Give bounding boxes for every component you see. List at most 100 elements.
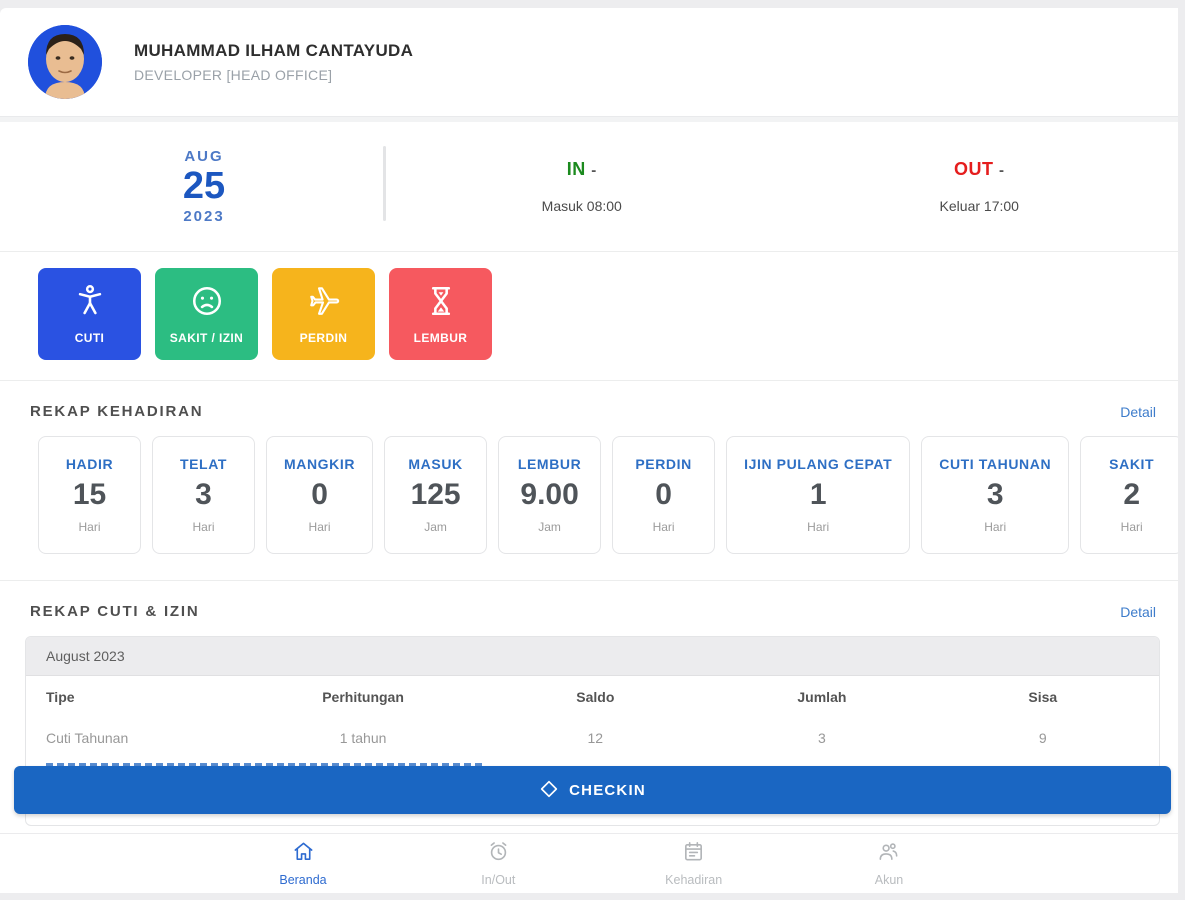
date-day: 25 — [182, 164, 226, 207]
nav-label-akun: Akun — [874, 873, 904, 887]
stat-label: LEMBUR — [517, 456, 582, 472]
stat-card-mangkir: MANGKIR 0 Hari — [266, 436, 374, 554]
stat-value: 125 — [410, 478, 461, 511]
checkin-button[interactable]: CHECKIN — [14, 766, 1171, 814]
header-divider — [0, 116, 1178, 122]
clipped-table-row — [46, 760, 486, 769]
stat-value: 1 — [809, 478, 827, 511]
table-header-row: Tipe Perhitungan Saldo Jumlah Sisa — [26, 676, 1159, 718]
in-label: IN — [566, 159, 586, 179]
scan-diamond-icon — [539, 779, 559, 802]
nav-item-akun[interactable]: Akun — [844, 840, 934, 887]
app-window: MUHAMMAD ILHAM CANTAYUDA DEVELOPER [HEAD… — [0, 8, 1178, 893]
stat-label: MANGKIR — [284, 456, 356, 472]
stat-value: 0 — [655, 478, 672, 511]
stat-card-perdin: PERDIN 0 Hari — [612, 436, 716, 554]
stat-label: TELAT — [179, 456, 228, 472]
stat-label: MASUK — [408, 456, 463, 472]
stat-card-telat: TELAT 3 Hari — [152, 436, 255, 554]
nav-item-beranda[interactable]: Beranda — [258, 840, 348, 887]
stat-unit: Hari — [78, 520, 101, 534]
date-month: AUG — [184, 147, 224, 165]
stat-value: 3 — [195, 478, 212, 511]
cell-tipe: Cuti Tahunan — [46, 730, 129, 746]
cuti-button[interactable]: CUTI — [38, 268, 141, 360]
stat-card-sakit: SAKIT 2 Hari — [1080, 436, 1178, 554]
out-label: OUT — [953, 159, 994, 179]
cell-sisa: 9 — [1038, 730, 1047, 746]
stat-value: 0 — [311, 478, 328, 511]
rekap-cuti-title: REKAP CUTI & IZIN — [30, 603, 200, 620]
stat-card-ijin-pulang-cepat: IJIN PULANG CEPAT 1 Hari — [726, 436, 911, 554]
sakit-izin-button[interactable]: SAKIT / IZIN — [155, 268, 258, 360]
avatar-photo — [28, 25, 102, 99]
date-attendance-row: AUG 25 2023 IN - Masuk 08:00 OUT - Kelua… — [0, 122, 1178, 252]
col-header-sisa: Sisa — [1028, 689, 1058, 705]
stat-value: 9.00 — [520, 478, 579, 511]
airplane-icon — [307, 284, 341, 331]
stat-label: HADIR — [65, 456, 114, 472]
nav-label-beranda: Beranda — [279, 873, 327, 887]
stat-unit: Hari — [652, 520, 675, 534]
calendar-icon — [682, 840, 705, 868]
stat-unit: Hari — [1120, 520, 1143, 534]
rekap-kehadiran-title: REKAP KEHADIRAN — [30, 403, 204, 420]
cell-perhitungan: 1 tahun — [339, 730, 387, 746]
bottom-navigation: Beranda In/Out Kehadiran — [0, 833, 1178, 893]
table-period-header: August 2023 — [26, 637, 1159, 676]
quick-actions: CUTI SAKIT / IZIN PERDIN — [0, 252, 1178, 381]
perdin-button[interactable]: PERDIN — [272, 268, 375, 360]
rekap-cuti-detail-link[interactable]: Detail — [1120, 603, 1156, 620]
out-value-dash: - — [999, 162, 1005, 179]
lembur-button-label: LEMBUR — [413, 330, 468, 345]
sakit-izin-button-label: SAKIT / IZIN — [169, 330, 244, 345]
stat-unit: Hari — [308, 520, 331, 534]
user-name: MUHAMMAD ILHAM CANTAYUDA — [134, 41, 414, 60]
home-icon — [292, 840, 315, 868]
stat-card-lembur: LEMBUR 9.00 Jam — [498, 436, 602, 554]
cell-saldo: 12 — [587, 730, 604, 746]
vertical-divider — [383, 146, 386, 221]
date-block: AUG 25 2023 — [0, 148, 383, 226]
stat-card-hadir: HADIR 15 Hari — [38, 436, 141, 554]
perdin-button-label: PERDIN — [299, 330, 348, 345]
nav-item-kehadiran[interactable]: Kehadiran — [649, 840, 739, 887]
cell-jumlah: 3 — [818, 730, 826, 746]
in-schedule: Masuk 08:00 — [541, 198, 622, 214]
stat-unit: Hari — [192, 520, 215, 534]
nav-item-inout[interactable]: In/Out — [453, 840, 543, 887]
date-year: 2023 — [183, 208, 225, 226]
stat-value: 3 — [986, 478, 1004, 511]
nav-label-inout: In/Out — [481, 873, 516, 887]
hourglass-icon — [424, 284, 458, 331]
check-out-status: OUT - Keluar 17:00 — [781, 159, 1179, 214]
in-value-dash: - — [591, 162, 597, 179]
check-in-status: IN - Masuk 08:00 — [383, 159, 781, 214]
rekap-kehadiran-detail-link[interactable]: Detail — [1120, 403, 1156, 420]
col-header-tipe: Tipe — [46, 689, 75, 705]
table-row: Cuti Tahunan 1 tahun 12 3 9 — [26, 718, 1159, 758]
stat-label: SAKIT — [1109, 456, 1155, 472]
lembur-button[interactable]: LEMBUR — [389, 268, 492, 360]
col-header-jumlah: Jumlah — [797, 689, 847, 705]
out-schedule: Keluar 17:00 — [939, 198, 1019, 214]
stat-label: PERDIN — [635, 456, 692, 472]
leave-table: August 2023 Tipe Perhitungan Saldo Jumla… — [25, 636, 1160, 826]
attendance-stat-cards: HADIR 15 Hari TELAT 3 Hari MANGKIR 0 Har… — [0, 432, 1178, 581]
stat-unit: Jam — [538, 520, 561, 534]
stat-unit: Hari — [984, 520, 1007, 534]
sad-face-icon — [190, 284, 224, 331]
nav-label-kehadiran: Kehadiran — [665, 873, 723, 887]
stat-label: CUTI TAHUNAN — [939, 456, 1052, 472]
checkin-button-label: CHECKIN — [569, 781, 646, 799]
stat-card-cuti-tahunan: CUTI TAHUNAN 3 Hari — [921, 436, 1070, 554]
user-role: DEVELOPER [HEAD OFFICE] — [134, 67, 333, 83]
cuti-button-label: CUTI — [74, 330, 105, 345]
stat-unit: Hari — [807, 520, 830, 534]
person-icon — [73, 284, 107, 331]
avatar[interactable] — [28, 25, 102, 99]
stat-value: 15 — [72, 478, 107, 511]
col-header-saldo: Saldo — [576, 689, 615, 705]
profile-header: MUHAMMAD ILHAM CANTAYUDA DEVELOPER [HEAD… — [0, 8, 1178, 116]
stat-label: IJIN PULANG CEPAT — [744, 456, 893, 472]
